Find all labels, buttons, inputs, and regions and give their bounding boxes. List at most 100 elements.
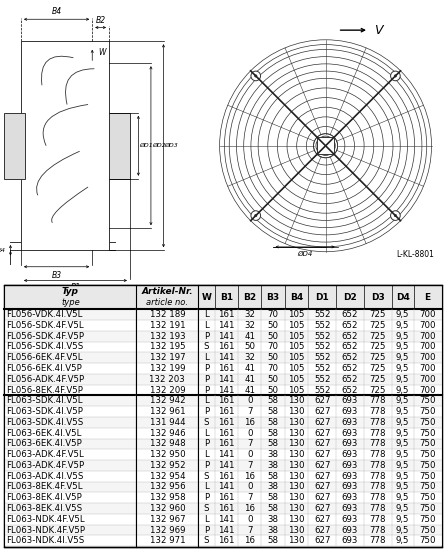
Text: 693: 693 bbox=[342, 450, 358, 459]
Text: 693: 693 bbox=[342, 428, 358, 438]
Text: 552: 552 bbox=[314, 343, 330, 351]
Text: P: P bbox=[204, 332, 209, 340]
Text: 50: 50 bbox=[268, 332, 279, 340]
Text: 130: 130 bbox=[288, 397, 305, 405]
Text: 132 189: 132 189 bbox=[149, 310, 185, 319]
Text: 627: 627 bbox=[314, 482, 330, 492]
Text: ØD4: ØD4 bbox=[297, 250, 313, 256]
Text: 9,5: 9,5 bbox=[396, 418, 409, 427]
Text: 130: 130 bbox=[288, 428, 305, 438]
Text: 161: 161 bbox=[218, 418, 235, 427]
Bar bbox=[4, 503, 442, 514]
Text: 132 950: 132 950 bbox=[149, 450, 185, 459]
Text: 7: 7 bbox=[247, 407, 252, 416]
Bar bbox=[4, 113, 25, 179]
Text: 141: 141 bbox=[218, 526, 235, 535]
Text: L: L bbox=[204, 428, 209, 438]
Text: B4: B4 bbox=[290, 293, 303, 301]
Text: 9,5: 9,5 bbox=[396, 461, 409, 470]
Text: 58: 58 bbox=[268, 439, 279, 448]
Text: 38: 38 bbox=[268, 526, 279, 535]
Text: 778: 778 bbox=[370, 536, 386, 545]
Text: 41: 41 bbox=[244, 386, 255, 394]
Text: 700: 700 bbox=[419, 343, 436, 351]
Text: FL056-SDK.4I.V5S: FL056-SDK.4I.V5S bbox=[6, 343, 83, 351]
Text: 9,5: 9,5 bbox=[396, 364, 409, 373]
Text: 552: 552 bbox=[314, 364, 330, 373]
Text: 32: 32 bbox=[244, 310, 255, 319]
Text: 627: 627 bbox=[314, 428, 330, 438]
Text: 132 199: 132 199 bbox=[149, 364, 185, 373]
Text: 9,5: 9,5 bbox=[396, 407, 409, 416]
Circle shape bbox=[255, 214, 257, 217]
Text: P: P bbox=[204, 526, 209, 535]
Text: 132 956: 132 956 bbox=[149, 482, 185, 492]
Bar bbox=[4, 331, 442, 342]
Text: S: S bbox=[204, 504, 209, 513]
Text: 627: 627 bbox=[314, 504, 330, 513]
Bar bbox=[4, 536, 442, 546]
Text: 16: 16 bbox=[244, 418, 255, 427]
Text: 750: 750 bbox=[419, 482, 436, 492]
Text: FL056-SDK.4F.V5P: FL056-SDK.4F.V5P bbox=[6, 332, 84, 340]
Text: 750: 750 bbox=[419, 397, 436, 405]
Text: 58: 58 bbox=[268, 407, 279, 416]
Text: 132 191: 132 191 bbox=[149, 321, 185, 330]
Text: 0: 0 bbox=[247, 450, 252, 459]
Text: FL056-8EK.4F.V5P: FL056-8EK.4F.V5P bbox=[6, 386, 83, 394]
Text: D4: D4 bbox=[396, 293, 410, 301]
Text: 778: 778 bbox=[370, 526, 386, 535]
Text: 9,5: 9,5 bbox=[396, 353, 409, 362]
Bar bbox=[4, 363, 442, 374]
Circle shape bbox=[394, 214, 396, 217]
Text: 105: 105 bbox=[288, 343, 305, 351]
Text: B2: B2 bbox=[243, 293, 256, 301]
Text: V: V bbox=[374, 24, 382, 37]
Text: 9,5: 9,5 bbox=[396, 439, 409, 448]
Text: 141: 141 bbox=[218, 515, 235, 524]
Text: 141: 141 bbox=[218, 386, 235, 394]
Text: FL063-SDK.4I.V5P: FL063-SDK.4I.V5P bbox=[6, 407, 83, 416]
Text: 9,5: 9,5 bbox=[396, 375, 409, 384]
Text: 9,5: 9,5 bbox=[396, 397, 409, 405]
Text: Typ: Typ bbox=[62, 287, 79, 296]
Text: 132 954: 132 954 bbox=[149, 472, 185, 481]
Text: L-KL-8801: L-KL-8801 bbox=[396, 250, 434, 259]
Bar bbox=[4, 353, 442, 363]
Text: 652: 652 bbox=[342, 321, 358, 330]
Text: D1: D1 bbox=[315, 293, 329, 301]
Text: FL063-6EK.4I.V5P: FL063-6EK.4I.V5P bbox=[6, 439, 82, 448]
Bar bbox=[4, 384, 442, 395]
Text: 778: 778 bbox=[370, 450, 386, 459]
Circle shape bbox=[391, 211, 400, 221]
Text: 16: 16 bbox=[244, 536, 255, 545]
Text: 132 209: 132 209 bbox=[149, 386, 185, 394]
Text: 132 969: 132 969 bbox=[149, 526, 185, 535]
Text: 9,5: 9,5 bbox=[396, 493, 409, 502]
Text: 552: 552 bbox=[314, 353, 330, 362]
Text: 700: 700 bbox=[419, 332, 436, 340]
Text: 41: 41 bbox=[244, 332, 255, 340]
Text: 652: 652 bbox=[342, 353, 358, 362]
Text: 725: 725 bbox=[370, 375, 386, 384]
Text: 41: 41 bbox=[244, 364, 255, 373]
Text: 652: 652 bbox=[342, 386, 358, 394]
Text: B4: B4 bbox=[52, 8, 62, 16]
Text: FL063-8EK.4F.V5L: FL063-8EK.4F.V5L bbox=[6, 482, 83, 492]
Text: 132 195: 132 195 bbox=[149, 343, 185, 351]
Text: 130: 130 bbox=[288, 472, 305, 481]
Text: 130: 130 bbox=[288, 493, 305, 502]
Text: 132 203: 132 203 bbox=[149, 375, 185, 384]
Text: P: P bbox=[204, 461, 209, 470]
Text: P: P bbox=[204, 364, 209, 373]
Text: 105: 105 bbox=[288, 375, 305, 384]
Text: 32: 32 bbox=[244, 321, 255, 330]
Text: 652: 652 bbox=[342, 343, 358, 351]
Text: 750: 750 bbox=[419, 515, 436, 524]
Text: B1: B1 bbox=[220, 293, 233, 301]
Text: 0: 0 bbox=[247, 397, 252, 405]
Text: 9,5: 9,5 bbox=[396, 482, 409, 492]
Bar bbox=[4, 320, 442, 331]
Text: 41: 41 bbox=[244, 375, 255, 384]
Bar bbox=[4, 525, 442, 536]
